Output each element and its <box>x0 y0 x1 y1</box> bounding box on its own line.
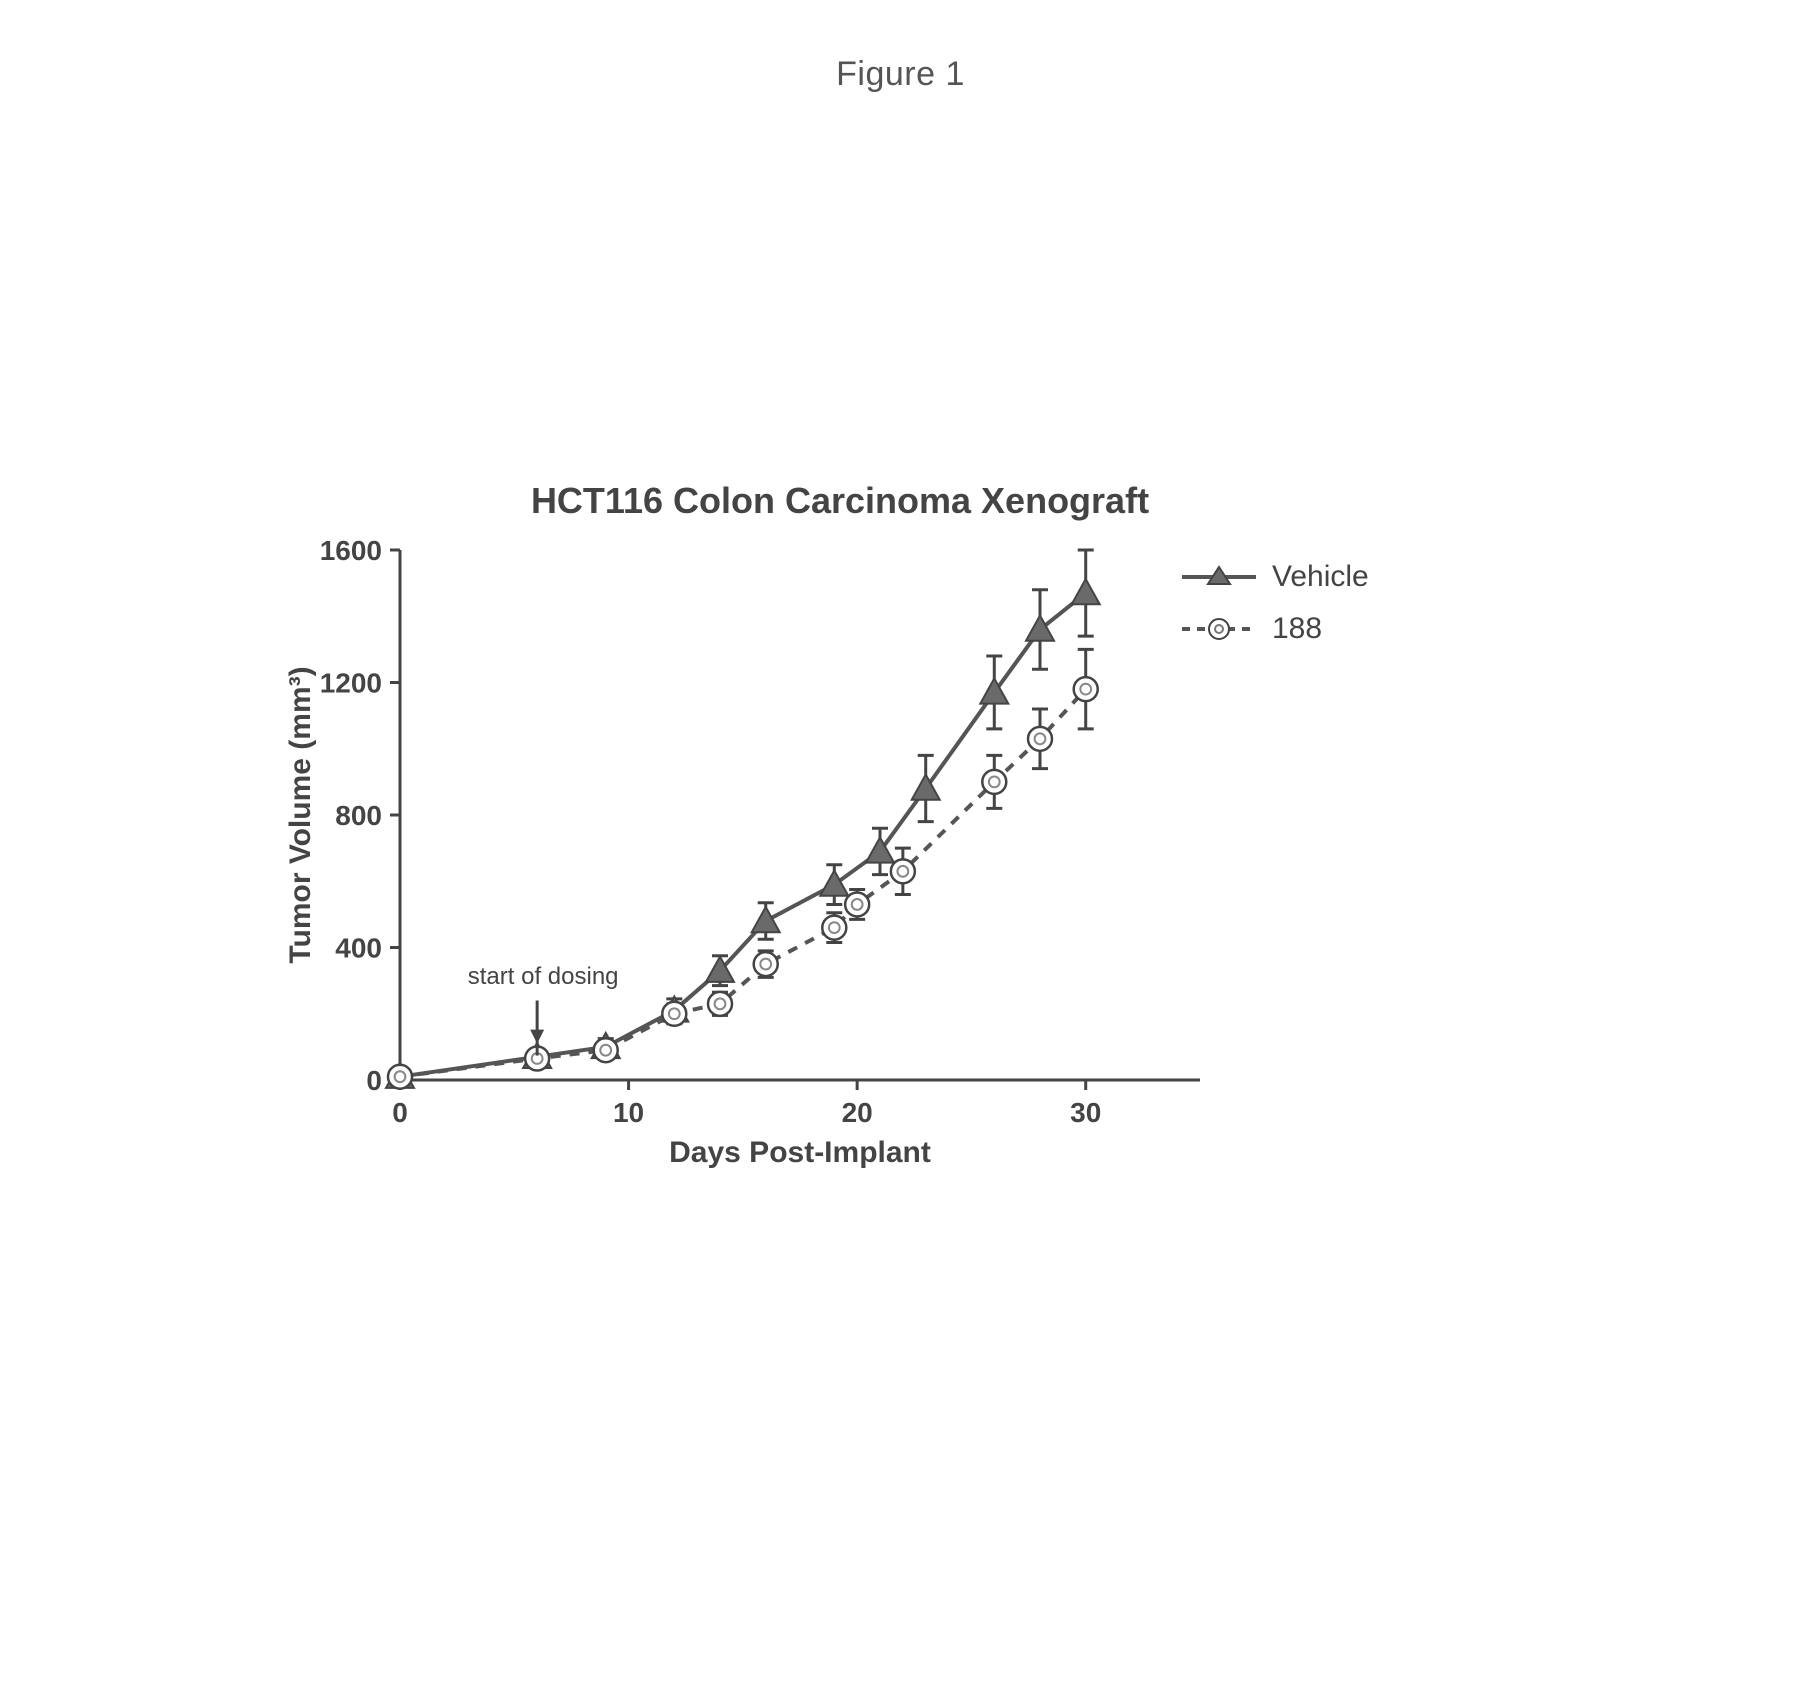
legend-item-188: 188 <box>1180 612 1369 646</box>
svg-text:Tumor Volume (mm³): Tumor Volume (mm³) <box>284 666 317 963</box>
figure-label: Figure 1 <box>0 55 1801 94</box>
legend-swatch-vehicle <box>1180 562 1258 592</box>
legend-label: 188 <box>1272 612 1322 646</box>
svg-text:0: 0 <box>392 1097 408 1128</box>
svg-text:20: 20 <box>842 1097 873 1128</box>
legend-swatch-188 <box>1180 614 1258 644</box>
svg-text:0: 0 <box>366 1065 382 1096</box>
chart-svg: 0 10 20 30 0 400 800 1200 1600 Days Post-Implant T… <box>280 540 1280 1220</box>
svg-text:1200: 1200 <box>320 667 382 698</box>
svg-text:1600: 1600 <box>320 540 382 566</box>
chart-title: HCT116 Colon Carcinoma Xenograft <box>220 480 1460 522</box>
legend-item-vehicle: Vehicle <box>1180 560 1369 594</box>
legend: Vehicle 188 <box>1180 560 1369 664</box>
svg-text:800: 800 <box>335 800 382 831</box>
svg-text:Days Post-Implant: Days Post-Implant <box>669 1136 931 1169</box>
page: Figure 1 HCT116 Colon Carcinoma Xenograf… <box>0 0 1801 1688</box>
svg-text:30: 30 <box>1070 1097 1101 1128</box>
svg-text:10: 10 <box>613 1097 644 1128</box>
legend-label: Vehicle <box>1272 560 1369 594</box>
svg-text:400: 400 <box>335 932 382 963</box>
svg-text:start of dosing: start of dosing <box>468 963 619 990</box>
